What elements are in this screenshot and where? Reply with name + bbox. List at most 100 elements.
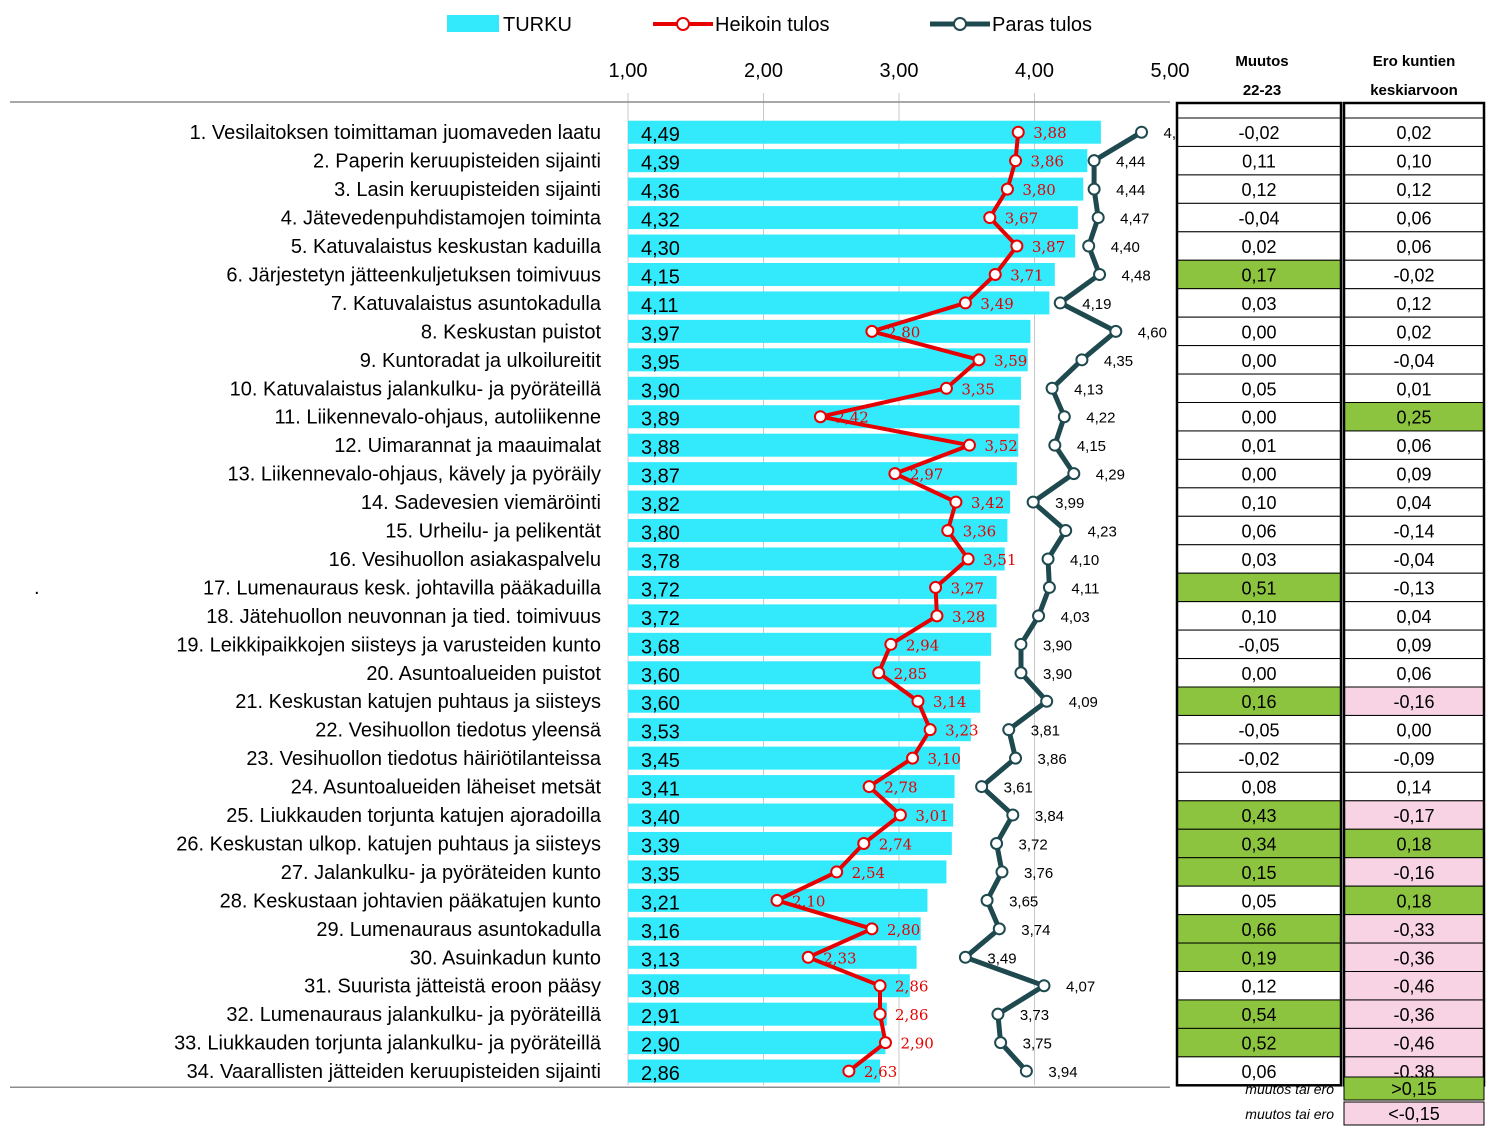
muutos-column-border — [1175, 101, 1343, 1087]
ero-header-line2: keskiarvoon — [1370, 82, 1458, 99]
ero-value: 0,02 — [1396, 123, 1431, 143]
turku-value-label: 3,78 — [641, 551, 680, 573]
heikoin-value-label: 3,01 — [915, 807, 948, 825]
turku-value-label: 2,86 — [641, 1063, 680, 1085]
heikoin-marker — [961, 552, 975, 566]
category-label: 20. Asuntoalueiden puistot — [366, 663, 601, 685]
ero-cell — [1343, 487, 1485, 517]
ero-value: -0,02 — [1393, 265, 1434, 285]
paras-marker — [1087, 182, 1101, 196]
paras-marker — [1059, 524, 1073, 538]
heikoin-value-label: 3,80 — [1022, 181, 1055, 199]
lines-layer — [770, 125, 1149, 1078]
turku-bar — [628, 1059, 881, 1083]
heikoin-marker — [893, 808, 907, 822]
paras-value-label: 3,81 — [1031, 723, 1060, 740]
heikoin-marker — [857, 836, 871, 850]
highlight-legend-label: muutos tai ero — [1245, 1081, 1334, 1097]
ero-value: -0,04 — [1393, 351, 1434, 371]
heikoin-marker — [1011, 125, 1025, 139]
category-label: 21. Keskustan katujen puhtaus ja siistey… — [235, 691, 601, 713]
muutos-value: 0,15 — [1241, 863, 1276, 883]
ero-value: -0,14 — [1393, 522, 1434, 542]
paras-marker — [1067, 467, 1081, 481]
turku-value-label: 3,16 — [641, 921, 680, 943]
legend: TURKU Heikoin tulos Paras tulos — [447, 14, 1092, 36]
highlight-legend-swatch — [1343, 1101, 1485, 1126]
heikoin-value-label: 2,86 — [895, 1006, 928, 1024]
paras-marker — [1087, 154, 1101, 168]
ero-value: 0,18 — [1396, 891, 1431, 911]
ero-header-line1: Ero kuntien — [1373, 53, 1456, 70]
paras-marker — [1048, 438, 1062, 452]
legend-heikoin-marker — [676, 17, 690, 31]
muutos-cell — [1176, 231, 1342, 261]
highlight-legend-value: <-0,15 — [1388, 1104, 1440, 1124]
ero-value: 0,04 — [1396, 493, 1431, 513]
muutos-value: 0,05 — [1241, 891, 1276, 911]
category-label: 7. Katuvalaistus asuntokadulla — [331, 293, 602, 315]
muutos-value: 0,17 — [1241, 265, 1276, 285]
paras-value-label: 3,99 — [1055, 495, 1084, 512]
muutos-value: 0,16 — [1241, 692, 1276, 712]
highlight-legend-value: >0,15 — [1391, 1079, 1437, 1099]
heikoin-marker — [862, 780, 876, 794]
paras-marker — [1040, 694, 1054, 708]
paras-marker — [1002, 723, 1016, 737]
legend-turku-swatch — [447, 15, 499, 32]
turku-value-label: 3,45 — [641, 750, 680, 772]
ero-cell — [1343, 145, 1485, 176]
turku-bar — [628, 1002, 887, 1026]
paras-value-label: 4,15 — [1077, 438, 1106, 455]
heikoin-value-label: 2,54 — [852, 864, 885, 882]
paras-value-label: 3,90 — [1043, 637, 1072, 654]
muutos-value: 0,06 — [1241, 522, 1276, 542]
turku-value-label: 3,21 — [641, 892, 680, 914]
turku-value-label: 4,32 — [641, 210, 680, 232]
turku-value-label: 3,87 — [641, 466, 680, 488]
heikoin-marker — [888, 467, 902, 481]
turku-value-label: 4,49 — [641, 124, 680, 146]
muutos-cell — [1176, 999, 1342, 1029]
paras-value-label: 3,49 — [987, 950, 1016, 967]
paras-marker — [1042, 580, 1056, 594]
turku-value-label: 4,30 — [641, 238, 680, 260]
category-label: 27. Jalankulku- ja pyöräteiden kunto — [281, 862, 601, 884]
turku-bar — [628, 348, 1028, 372]
muutos-value: 0,00 — [1241, 351, 1276, 371]
heikoin-marker — [972, 353, 986, 367]
legend-turku-label: TURKU — [503, 14, 572, 36]
turku-value-label: 3,08 — [641, 978, 680, 1000]
muutos-value: 0,12 — [1241, 180, 1276, 200]
paras-marker — [958, 950, 972, 964]
legend-paras-label: Paras tulos — [992, 14, 1092, 36]
turku-value-label: 3,53 — [641, 722, 680, 744]
turku-bar — [628, 945, 917, 969]
paras-marker — [1053, 296, 1067, 310]
muutos-value: 0,03 — [1241, 550, 1276, 570]
muutos-header-line1: Muutos — [1235, 53, 1288, 70]
category-label: 32. Lumenauraus jalankulku- ja pyöräteil… — [226, 1004, 602, 1026]
heikoin-value-label: 2,94 — [906, 636, 939, 654]
turku-value-label: 3,80 — [641, 523, 680, 545]
paras-value-label: 3,94 — [1048, 1064, 1077, 1081]
heikoin-value-label: 3,23 — [945, 722, 978, 740]
category-label: 31. Suurista jätteistä eroon pääsy — [304, 976, 601, 998]
heikoin-value-label: 2,74 — [879, 835, 912, 853]
muutos-value: -0,05 — [1238, 721, 1279, 741]
heikoin-marker — [1009, 154, 1023, 168]
labels-layer: 3,88 3,86 3,80 3,67 3,87 3,71 3,49 2,80 3,593,35… — [792, 124, 1193, 1081]
paras-marker — [975, 780, 989, 794]
heikoin-marker — [872, 666, 886, 680]
turku-bar — [628, 206, 1078, 230]
paras-line — [962, 130, 1143, 1073]
paras-value-label: 3,90 — [1043, 666, 1072, 683]
muutos-value: 0,34 — [1241, 834, 1276, 854]
ero-cell — [1343, 174, 1485, 204]
muutos-value: 0,02 — [1241, 237, 1276, 257]
heikoin-marker — [962, 438, 976, 452]
heikoin-value-label: 2,63 — [864, 1063, 897, 1081]
muutos-value: 0,54 — [1241, 1005, 1276, 1025]
ero-cell — [1343, 572, 1485, 603]
